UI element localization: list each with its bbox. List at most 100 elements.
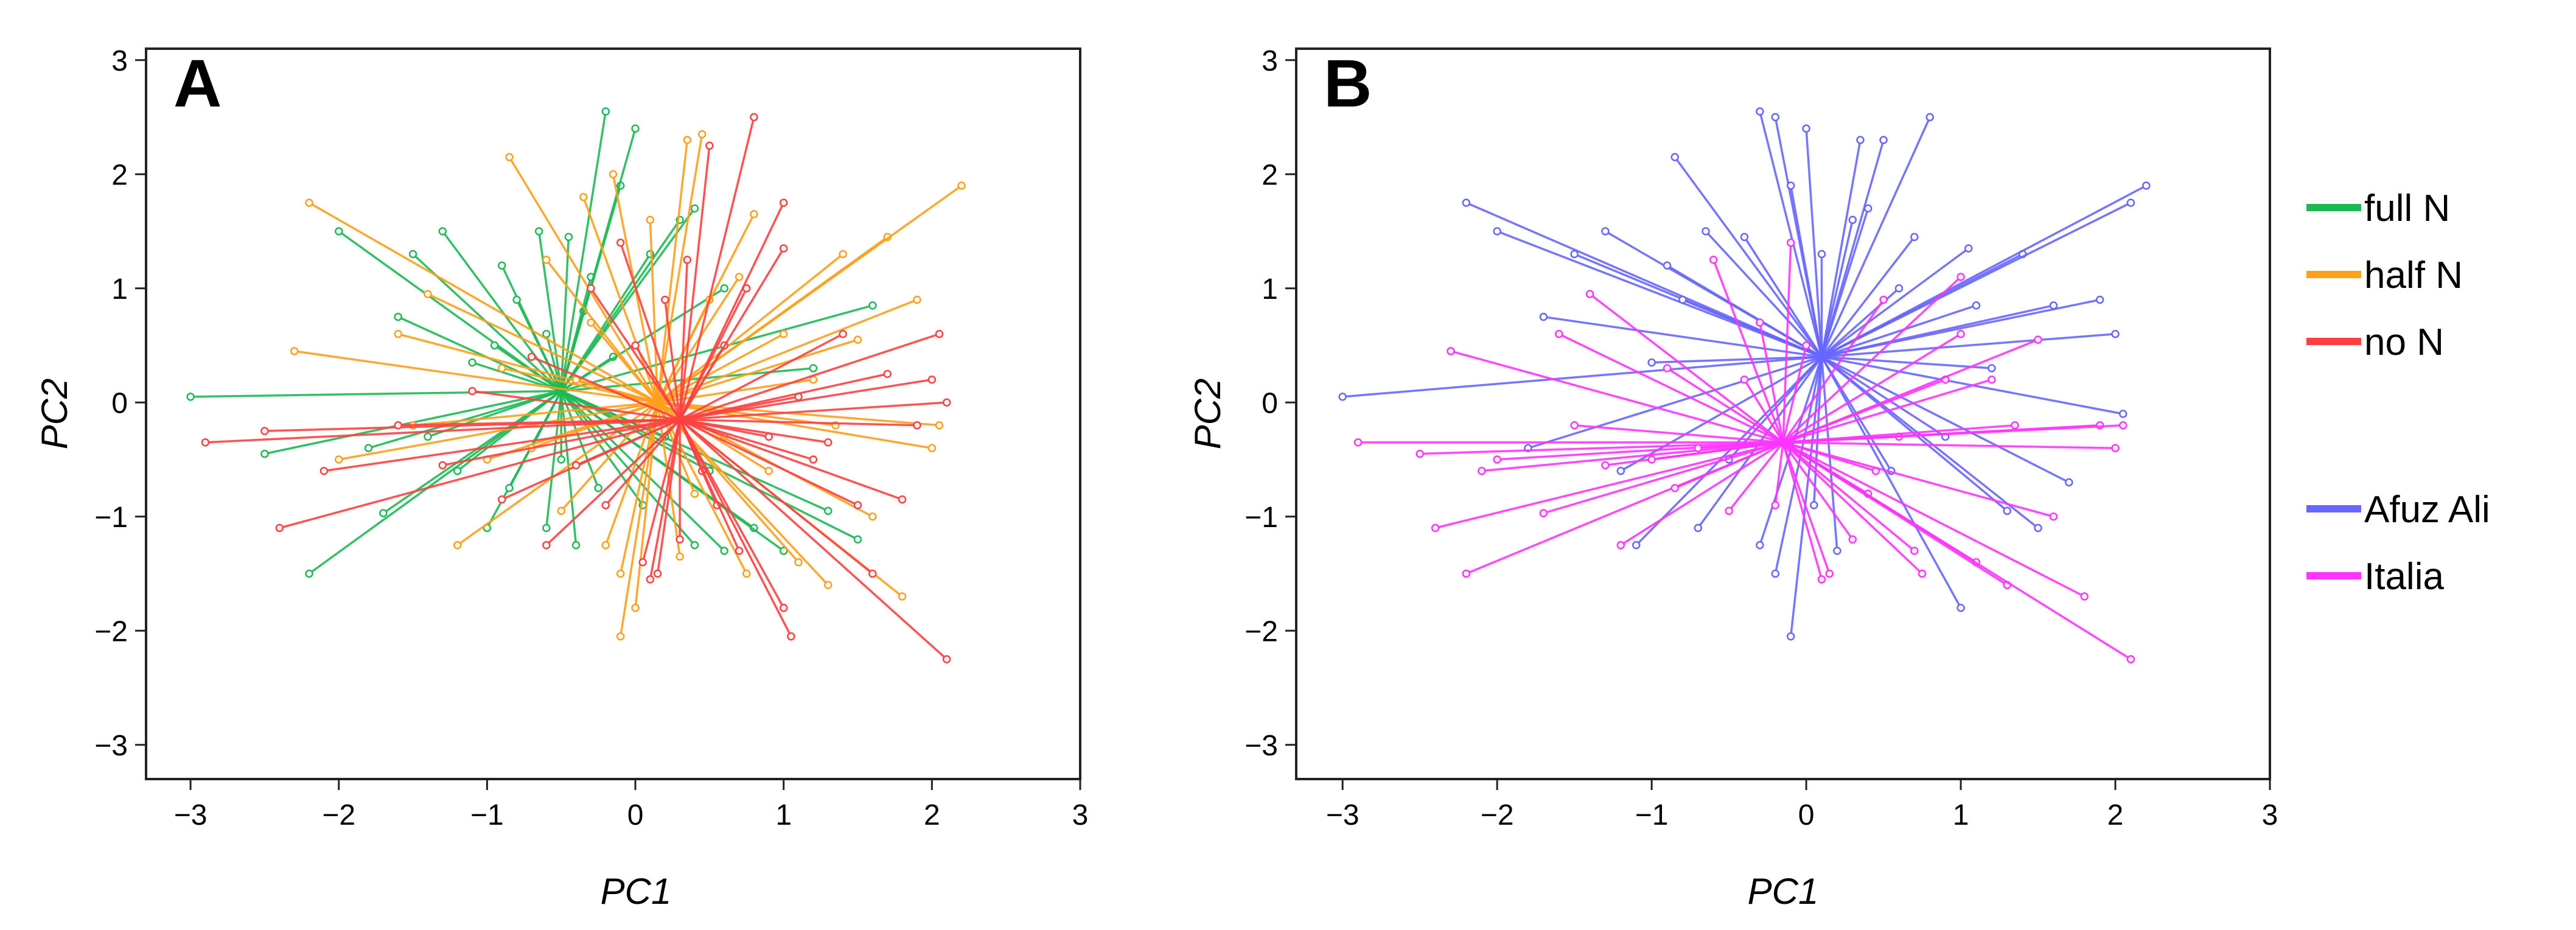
half-n-spoke [657, 401, 932, 449]
no-n-point [705, 141, 714, 150]
full-n-point [364, 444, 373, 452]
italia-spoke [1782, 345, 1807, 443]
full-n-point [305, 569, 313, 578]
no-n-point [927, 376, 937, 384]
full-n-point [490, 341, 499, 350]
italia-point [1447, 347, 1455, 355]
no-n-point [809, 455, 818, 464]
afuz-ali-point [2126, 198, 2135, 207]
panel-a-label: A [173, 46, 222, 121]
no-n-point [883, 369, 892, 379]
italia-point [1663, 364, 1672, 372]
no-n-point [824, 438, 832, 447]
afuz-ali-point [2095, 295, 2104, 304]
afuz-ali-spoke [1821, 184, 2147, 358]
no-n-point [201, 438, 210, 447]
half-n-spoke [657, 402, 748, 575]
no-n-point [853, 501, 862, 509]
italia-point [2111, 444, 2120, 452]
legend-label-afuz-ali: Afuz Ali [2364, 489, 2490, 531]
afuz-ali-point [1956, 604, 1965, 612]
italia-point [1493, 455, 1501, 464]
no-n-spoke [679, 202, 785, 421]
no-n-point [779, 244, 788, 253]
full-n-point [824, 506, 832, 516]
italia-spoke [1558, 333, 1784, 444]
panel-a-y-tick-label: 3 [111, 45, 128, 77]
half-n-point [764, 467, 773, 475]
panel-b-x-tick-label: 3 [2262, 799, 2278, 831]
afuz-ali-spoke [1674, 156, 1823, 358]
afuz-ali-spoke [1789, 357, 1823, 637]
afuz-ali-point [1462, 198, 1471, 207]
panel-a-y-tick-label: −2 [94, 615, 128, 648]
afuz-ali-point [1702, 227, 1710, 236]
afuz-ali-point [1570, 250, 1579, 259]
no-n-point [527, 352, 536, 361]
italia-spoke [1782, 442, 1823, 580]
italia-spoke [1674, 441, 1784, 489]
panel-b-x-tick-label: 0 [1798, 799, 1815, 831]
half-n-point [853, 335, 862, 344]
afuz-ali-spoke [1820, 357, 1838, 551]
half-n-point [913, 295, 921, 304]
no-n-spoke [442, 418, 680, 467]
italia-point [2011, 421, 2019, 430]
afuz-ali-point [1616, 467, 1625, 475]
italia-spoke [1782, 379, 1992, 444]
half-n-spoke [427, 293, 658, 404]
panel-a-y-tick-label: 1 [111, 273, 128, 306]
half-n-point [957, 181, 966, 190]
no-n-point [616, 239, 625, 247]
italia-point [1585, 290, 1594, 298]
afuz-ali-point [1601, 227, 1610, 236]
afuz-ali-spoke [1744, 236, 1823, 358]
no-n-spoke [679, 419, 785, 609]
afuz-ali-point [1338, 393, 1347, 401]
italia-point [1879, 295, 1888, 304]
afuz-ali-spoke [1820, 139, 1885, 357]
panel-b-label: B [1324, 46, 1372, 121]
panel-a-x-tick-label: 0 [627, 799, 644, 831]
full-n-point [690, 204, 699, 213]
no-n-point [394, 421, 402, 430]
full-n-spoke [560, 111, 607, 391]
italia-point [1771, 501, 1780, 509]
legend-label-italia: Italia [2364, 556, 2444, 598]
italia-spoke [1782, 242, 1792, 442]
italia-spoke [1481, 441, 1784, 472]
no-n-spoke [679, 259, 689, 420]
panel-b-x-tick-label: 2 [2107, 799, 2124, 831]
afuz-ali-point [2003, 506, 2012, 516]
full-n-point [690, 540, 699, 550]
legend-nitrogen: full N half N no N [2306, 187, 2463, 363]
half-n-point [935, 421, 944, 430]
afuz-ali-point [1493, 227, 1501, 236]
italia-spoke [1698, 441, 1784, 449]
afuz-ali-point [1632, 540, 1641, 550]
half-n-spoke [413, 401, 658, 427]
half-n-spoke [294, 350, 658, 404]
panel-a-x-tick-label: −1 [470, 799, 504, 831]
panel-a-data-marks [186, 107, 966, 663]
full-n-spoke [545, 391, 562, 528]
italia-point [1956, 330, 1965, 338]
italia-spoke [1620, 441, 1784, 547]
no-n-spoke [679, 379, 932, 421]
italia-point [1956, 273, 1965, 281]
italia-spoke [1450, 350, 1784, 444]
half-n-point [424, 290, 432, 298]
half-n-spoke [656, 134, 703, 403]
half-n-point [675, 552, 684, 561]
no-n-spoke [531, 355, 680, 421]
panel-a-x-tick-label: 1 [775, 799, 792, 831]
italia-point [1462, 569, 1471, 578]
italia-spoke [1728, 441, 1784, 512]
italia-spoke [1759, 322, 1784, 443]
legend-label-no-n: no N [2364, 321, 2444, 363]
full-n-point [186, 393, 195, 401]
full-n-point [557, 455, 565, 464]
italia-spoke [1782, 424, 2123, 444]
half-n-point [824, 581, 832, 589]
no-n-point [683, 256, 692, 264]
